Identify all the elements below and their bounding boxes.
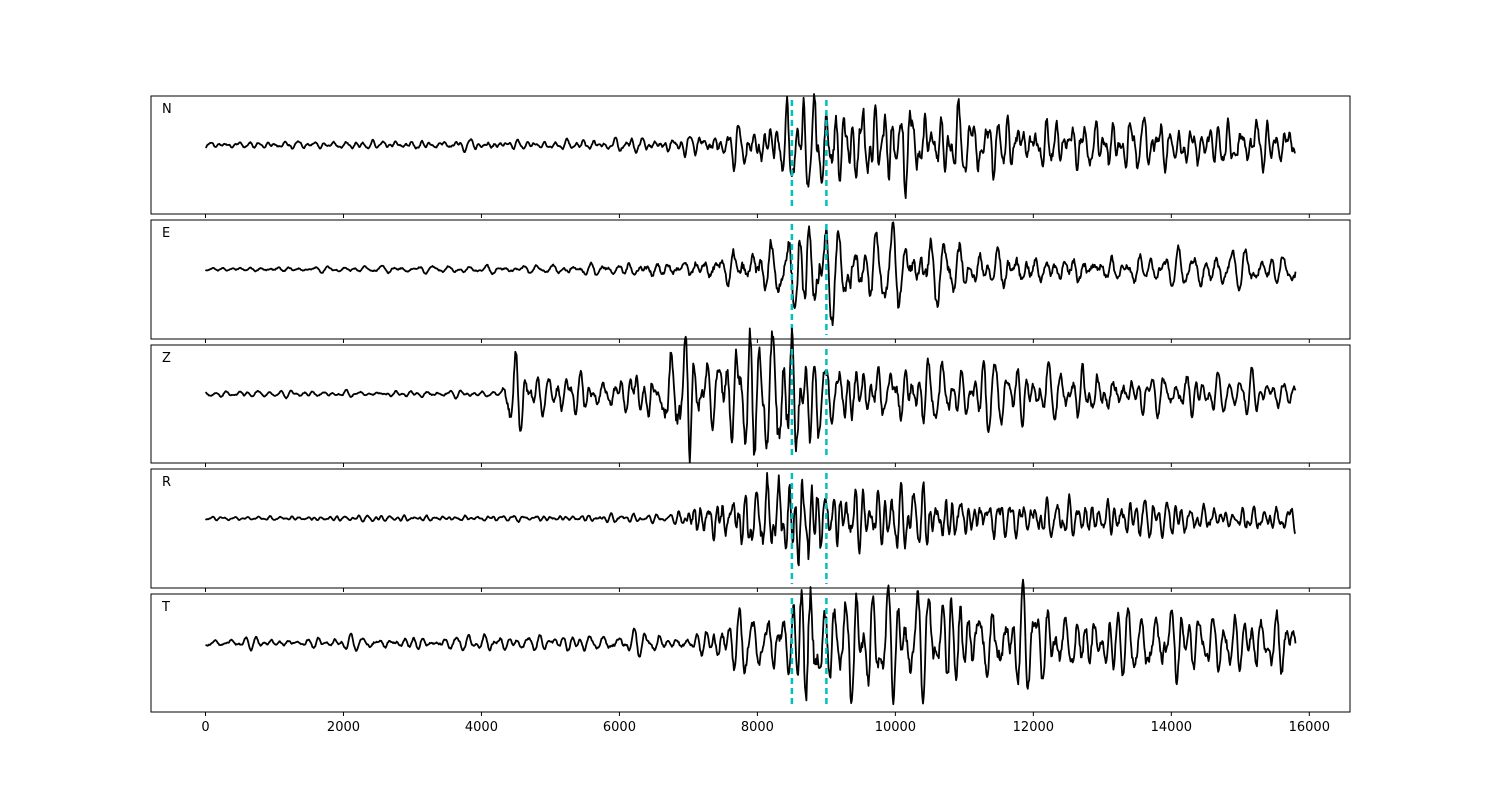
x-tick-label: 6000 xyxy=(603,720,636,735)
panel-N: N xyxy=(150,93,1351,218)
panel-label: Z xyxy=(162,351,171,366)
x-tick-label: 16000 xyxy=(1289,720,1330,735)
panel-label: E xyxy=(162,226,170,241)
trace-R xyxy=(204,472,1297,567)
x-tick-label: 4000 xyxy=(465,720,498,735)
x-tick-label: 0 xyxy=(201,720,209,735)
axes-frame xyxy=(150,95,1351,215)
panel-E: E xyxy=(150,219,1351,343)
panel-T: T xyxy=(150,578,1351,716)
trace-E xyxy=(204,221,1297,327)
x-tick-label: 2000 xyxy=(327,720,360,735)
x-tick-label: 14000 xyxy=(1151,720,1192,735)
axes-frame xyxy=(150,344,1351,464)
x-tick-label: 12000 xyxy=(1013,720,1054,735)
axes-frame xyxy=(150,468,1351,589)
panel-label: R xyxy=(162,475,171,490)
trace-Z xyxy=(204,327,1297,464)
panel-Z: Z xyxy=(150,327,1351,467)
trace-N xyxy=(204,93,1296,199)
x-tick-label: 10000 xyxy=(875,720,916,735)
axes-frame xyxy=(150,593,1351,713)
panel-label: N xyxy=(162,102,172,117)
trace-T xyxy=(205,578,1297,706)
panel-label: T xyxy=(161,600,170,615)
panel-R: R xyxy=(150,468,1351,592)
x-tick-label: 8000 xyxy=(741,720,774,735)
